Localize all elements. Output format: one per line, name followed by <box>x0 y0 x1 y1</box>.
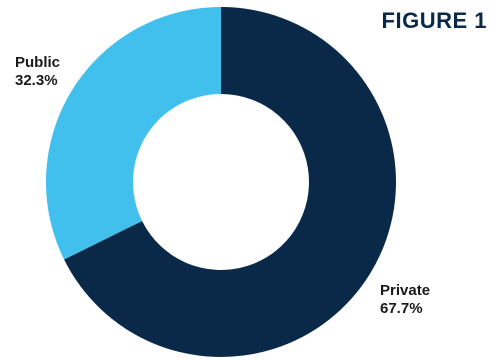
private-slice-label: Private 67.7% <box>380 282 430 318</box>
private-slice-name: Private <box>380 282 431 299</box>
figure-title: FIGURE 1 <box>381 8 487 33</box>
donut-slice-public <box>45 7 222 260</box>
public-slice-name: Public <box>15 54 61 71</box>
public-slice-value: 32.3% <box>15 72 58 89</box>
private-slice-value: 67.7% <box>380 300 423 317</box>
donut-slice-private <box>64 7 396 357</box>
public-slice-label: Public 32.3% <box>15 54 60 90</box>
